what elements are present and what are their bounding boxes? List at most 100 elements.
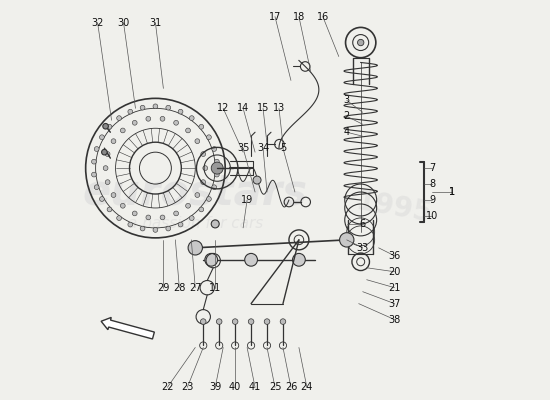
Text: 25: 25 [269, 382, 281, 392]
Circle shape [174, 211, 179, 216]
Text: 27: 27 [189, 283, 201, 293]
Circle shape [189, 116, 194, 120]
Text: 24: 24 [301, 382, 313, 392]
Circle shape [178, 109, 183, 114]
Circle shape [105, 152, 110, 156]
Circle shape [232, 319, 238, 324]
Text: 20: 20 [388, 267, 401, 277]
Circle shape [200, 319, 206, 324]
Text: 40: 40 [229, 382, 241, 392]
Text: 8: 8 [430, 179, 436, 189]
Circle shape [166, 226, 170, 231]
Text: 9: 9 [430, 195, 436, 205]
Circle shape [174, 120, 179, 125]
Text: 32: 32 [91, 18, 104, 28]
Circle shape [107, 207, 112, 212]
Text: 2: 2 [344, 111, 350, 121]
Circle shape [189, 216, 194, 220]
Circle shape [102, 149, 107, 155]
Text: 17: 17 [269, 12, 281, 22]
Circle shape [94, 147, 99, 152]
Text: a passion for cars: a passion for cars [128, 216, 263, 232]
Text: 4: 4 [344, 127, 350, 137]
Circle shape [201, 180, 206, 184]
Text: 21: 21 [388, 283, 401, 293]
Circle shape [199, 207, 204, 212]
Circle shape [203, 166, 208, 170]
Circle shape [207, 135, 211, 140]
Text: 31: 31 [149, 18, 162, 28]
Circle shape [214, 172, 219, 177]
Circle shape [245, 254, 257, 266]
Circle shape [211, 162, 223, 174]
Text: 22: 22 [161, 382, 174, 392]
Circle shape [100, 135, 104, 140]
Circle shape [293, 254, 305, 266]
Circle shape [178, 222, 183, 227]
Text: 29: 29 [157, 283, 169, 293]
Text: 1: 1 [449, 187, 455, 197]
FancyArrow shape [101, 318, 155, 339]
Circle shape [253, 176, 261, 184]
Text: 34: 34 [257, 143, 269, 153]
Circle shape [117, 116, 122, 120]
Text: 35: 35 [237, 143, 249, 153]
Circle shape [140, 105, 145, 110]
Text: 23: 23 [181, 382, 194, 392]
Circle shape [92, 159, 96, 164]
Circle shape [153, 228, 158, 232]
Circle shape [207, 197, 211, 201]
Circle shape [214, 159, 219, 164]
Circle shape [111, 193, 116, 198]
Text: 37: 37 [388, 299, 401, 309]
Circle shape [133, 120, 137, 125]
Circle shape [117, 216, 122, 220]
Circle shape [100, 197, 104, 201]
Text: 11: 11 [209, 283, 221, 293]
Circle shape [128, 222, 133, 227]
Circle shape [186, 128, 190, 133]
Text: 38: 38 [388, 314, 401, 324]
Text: 5: 5 [280, 143, 286, 153]
Circle shape [140, 226, 145, 231]
Circle shape [120, 128, 125, 133]
Circle shape [216, 319, 222, 324]
Text: 15: 15 [257, 103, 270, 113]
Text: 39: 39 [209, 382, 221, 392]
Circle shape [133, 211, 137, 216]
Circle shape [120, 203, 125, 208]
Text: 12: 12 [217, 103, 229, 113]
Text: 1: 1 [449, 187, 455, 197]
Circle shape [160, 215, 165, 220]
Text: 33: 33 [356, 243, 369, 253]
Text: 30: 30 [117, 18, 130, 28]
Circle shape [211, 220, 219, 228]
Text: 28: 28 [173, 283, 185, 293]
Circle shape [146, 116, 151, 121]
Text: eurostars: eurostars [83, 171, 308, 213]
Text: 6: 6 [360, 219, 366, 229]
Circle shape [195, 193, 200, 198]
Circle shape [195, 139, 200, 144]
Circle shape [264, 319, 270, 324]
Text: 41: 41 [249, 382, 261, 392]
Circle shape [103, 124, 108, 129]
Circle shape [107, 124, 112, 129]
Circle shape [94, 185, 99, 190]
Text: 16: 16 [317, 12, 329, 22]
Circle shape [358, 39, 364, 46]
Circle shape [248, 319, 254, 324]
Circle shape [212, 185, 217, 190]
Circle shape [280, 319, 286, 324]
Text: 7: 7 [430, 163, 436, 173]
Text: 14: 14 [237, 103, 249, 113]
Circle shape [105, 180, 110, 184]
Text: 10: 10 [426, 211, 438, 221]
Circle shape [128, 109, 133, 114]
Text: 19: 19 [241, 195, 253, 205]
Circle shape [188, 241, 202, 255]
Text: 13: 13 [273, 103, 285, 113]
Text: 18: 18 [293, 12, 305, 22]
Text: 3: 3 [344, 95, 350, 105]
Text: 26: 26 [285, 382, 297, 392]
